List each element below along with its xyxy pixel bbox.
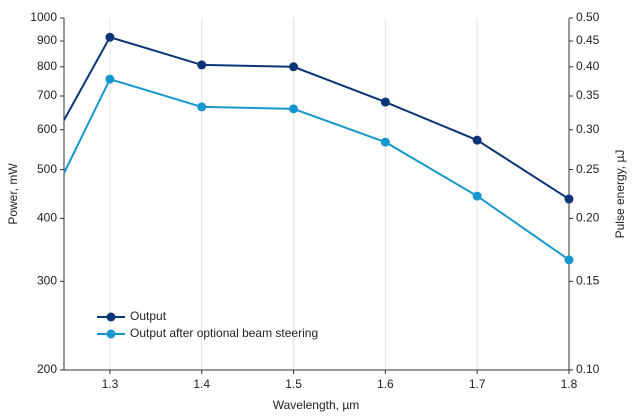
y2-tick-label: 0.20 bbox=[576, 211, 600, 225]
marker bbox=[564, 194, 574, 204]
y-tick-label: 900 bbox=[37, 33, 57, 47]
y-tick-label: 200 bbox=[37, 362, 57, 376]
marker bbox=[197, 102, 207, 112]
series-line bbox=[63, 77, 570, 261]
y2-tick-label: 0.10 bbox=[576, 362, 600, 376]
marker bbox=[289, 104, 299, 114]
marker bbox=[105, 32, 115, 42]
y2-tick-label: 0.30 bbox=[576, 122, 600, 136]
marker bbox=[380, 137, 390, 147]
marker bbox=[380, 97, 390, 107]
x-tick-label: 1.7 bbox=[469, 377, 486, 391]
y2-tick-label: 0.45 bbox=[576, 33, 600, 47]
legend-marker bbox=[106, 312, 116, 322]
x-tick-label: 1.4 bbox=[193, 377, 210, 391]
marker bbox=[197, 60, 207, 70]
x-tick-label: 1.6 bbox=[377, 377, 394, 391]
marker bbox=[472, 135, 482, 145]
y-tick-label: 600 bbox=[37, 122, 57, 136]
y-tick-label: 800 bbox=[37, 59, 57, 73]
y-tick-label: 400 bbox=[37, 211, 57, 225]
y2-tick-label: 0.35 bbox=[576, 88, 600, 102]
marker bbox=[289, 62, 299, 72]
y2-tick-label: 0.50 bbox=[576, 10, 600, 24]
y2-axis-label: Pulse energy, µJ bbox=[613, 150, 627, 239]
y-axis-label: Power, mW bbox=[6, 163, 20, 225]
x-axis-label: Wavelength, µm bbox=[273, 398, 360, 412]
y2-tick-label: 0.40 bbox=[576, 59, 600, 73]
legend-marker bbox=[106, 329, 116, 339]
marker bbox=[472, 191, 482, 201]
marker bbox=[105, 74, 115, 84]
y-tick-label: 300 bbox=[37, 273, 57, 287]
legend-label: Output after optional beam steering bbox=[130, 326, 318, 340]
marker bbox=[564, 255, 574, 265]
x-tick-label: 1.8 bbox=[561, 377, 578, 391]
x-tick-label: 1.5 bbox=[285, 377, 302, 391]
y-tick-label: 500 bbox=[37, 162, 57, 176]
y-tick-label: 700 bbox=[37, 88, 57, 102]
y2-tick-label: 0.15 bbox=[576, 273, 600, 287]
x-tick-label: 1.3 bbox=[102, 377, 119, 391]
legend-label: Output bbox=[130, 309, 167, 323]
y-tick-label: 1000 bbox=[30, 10, 57, 24]
y2-tick-label: 0.25 bbox=[576, 162, 600, 176]
